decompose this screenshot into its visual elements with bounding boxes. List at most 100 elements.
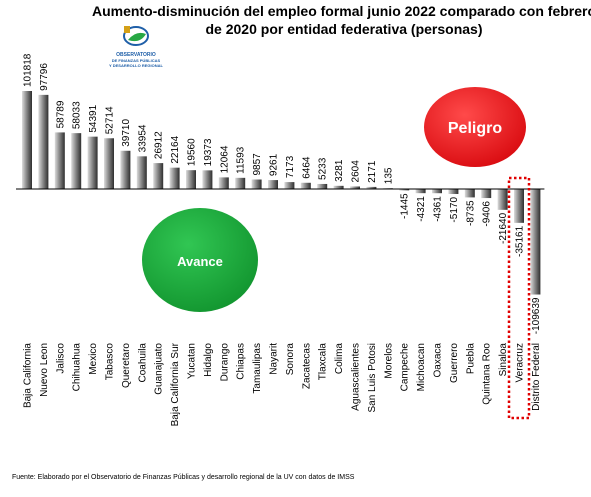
observatorio-logo: OBSERVATORIO DE FINANZAS PÚBLICAS Y DESA…: [109, 26, 164, 68]
logo-line1: OBSERVATORIO: [116, 52, 156, 58]
category-label: Mexico: [88, 343, 99, 375]
category-label: Coahuila: [137, 343, 148, 383]
source-note: Fuente: Elaborado por el Observatorio de…: [12, 474, 355, 481]
bar: [333, 185, 344, 189]
value-label: 97796: [39, 63, 50, 91]
logo-ring-icon: [123, 26, 149, 46]
avance-badge: Avance: [142, 208, 258, 312]
value-label: 39710: [121, 119, 132, 147]
value-label: 58033: [72, 101, 83, 129]
value-label: 54391: [88, 104, 99, 132]
value-label: 5233: [318, 157, 329, 180]
category-label: Tamaulipas: [252, 343, 263, 394]
peligro-label: Peligro: [448, 120, 502, 137]
bar: [71, 133, 82, 189]
bar: [235, 177, 246, 189]
bar: [22, 91, 32, 189]
bar: [202, 170, 213, 189]
bar: [317, 183, 328, 189]
bars-layer: [22, 91, 541, 295]
bar: [218, 177, 229, 189]
bar: [448, 189, 459, 194]
value-label: -4361: [433, 196, 444, 222]
value-label: 52714: [105, 106, 116, 134]
value-label: 12064: [219, 145, 230, 173]
peligro-ellipse: [424, 87, 526, 167]
avance-ellipse: [142, 208, 258, 312]
bar: [415, 189, 426, 194]
category-label: Durango: [219, 343, 230, 382]
value-label: 33954: [137, 124, 148, 152]
category-label: San Luis Potosi: [367, 343, 378, 413]
category-label: Nuevo Leon: [39, 343, 50, 397]
logo-line2: DE FINANZAS PÚBLICAS: [112, 58, 161, 63]
value-label: 3281: [334, 159, 345, 182]
bar: [104, 138, 114, 189]
value-label: -5170: [449, 197, 460, 223]
bar: [399, 189, 410, 191]
logo-crest-icon: [124, 26, 130, 33]
avance-label: Avance: [177, 254, 223, 269]
bar: [350, 186, 360, 189]
value-label: -9406: [482, 201, 493, 227]
category-label: Queretaro: [121, 343, 132, 388]
category-label: Hidalgo: [203, 343, 214, 377]
bar: [284, 182, 295, 189]
value-label: 2171: [367, 160, 378, 183]
category-label: Oaxaca: [433, 343, 444, 378]
value-label: 2604: [351, 160, 362, 183]
category-labels-layer: Baja California Nuevo Leon Jalisco Chihuahu…: [23, 342, 542, 426]
category-label: Tlaxcala: [318, 343, 329, 381]
bar: [300, 182, 311, 189]
category-label: Baja California: [23, 343, 34, 408]
category-label: Yucatan: [187, 343, 198, 379]
category-label: Michoacan: [416, 343, 427, 391]
bar: [54, 132, 65, 189]
value-label: -8735: [465, 200, 476, 226]
bar: [169, 167, 180, 189]
category-label: Puebla: [465, 343, 476, 375]
bar: [530, 189, 541, 295]
chart-title-line1: Aumento-disminución del empleo formal ju…: [92, 3, 591, 19]
category-label: Quintana Roo: [482, 343, 493, 405]
category-label: Morelos: [383, 343, 394, 379]
veracruz-highlight-box: [507, 176, 531, 420]
value-label: 19373: [203, 138, 214, 166]
value-label: 11593: [236, 146, 247, 174]
value-label: 135: [383, 167, 394, 184]
bar: [481, 189, 492, 199]
category-label: Sonora: [285, 343, 296, 376]
value-label: -35161: [515, 225, 526, 257]
category-label: Sinaloa: [498, 343, 509, 377]
bar: [153, 163, 164, 189]
category-label: Guanajuato: [154, 343, 165, 395]
value-label: 9261: [269, 153, 280, 176]
bar: [186, 170, 196, 189]
chart-title-line2: de 2020 por entidad federativa (personas…: [206, 21, 483, 37]
value-label: 7173: [285, 155, 296, 178]
category-label: Tabasco: [105, 343, 116, 381]
bar: [251, 179, 262, 189]
value-label: -4321: [416, 196, 427, 222]
category-label: Distrito Federal: [531, 343, 542, 411]
bar: [497, 189, 508, 210]
category-label: Jalisco: [55, 343, 66, 374]
bar: [268, 180, 278, 189]
bar: [120, 150, 131, 189]
bar: [136, 156, 147, 189]
category-label: Campeche: [400, 343, 411, 392]
value-label: -21640: [498, 212, 509, 244]
bar: [366, 186, 377, 189]
category-label: Veracruz: [515, 343, 526, 382]
category-label: Chiapas: [236, 343, 247, 380]
value-label: 6464: [301, 156, 312, 179]
category-label: Aguascalientes: [351, 343, 362, 411]
bar: [38, 94, 49, 189]
category-label: Colima: [334, 343, 345, 375]
value-label: 19560: [187, 138, 198, 166]
bar: [432, 189, 442, 194]
bar: [87, 136, 98, 189]
category-label: Guerrero: [449, 343, 460, 383]
category-label: Chihuahua: [72, 343, 83, 392]
